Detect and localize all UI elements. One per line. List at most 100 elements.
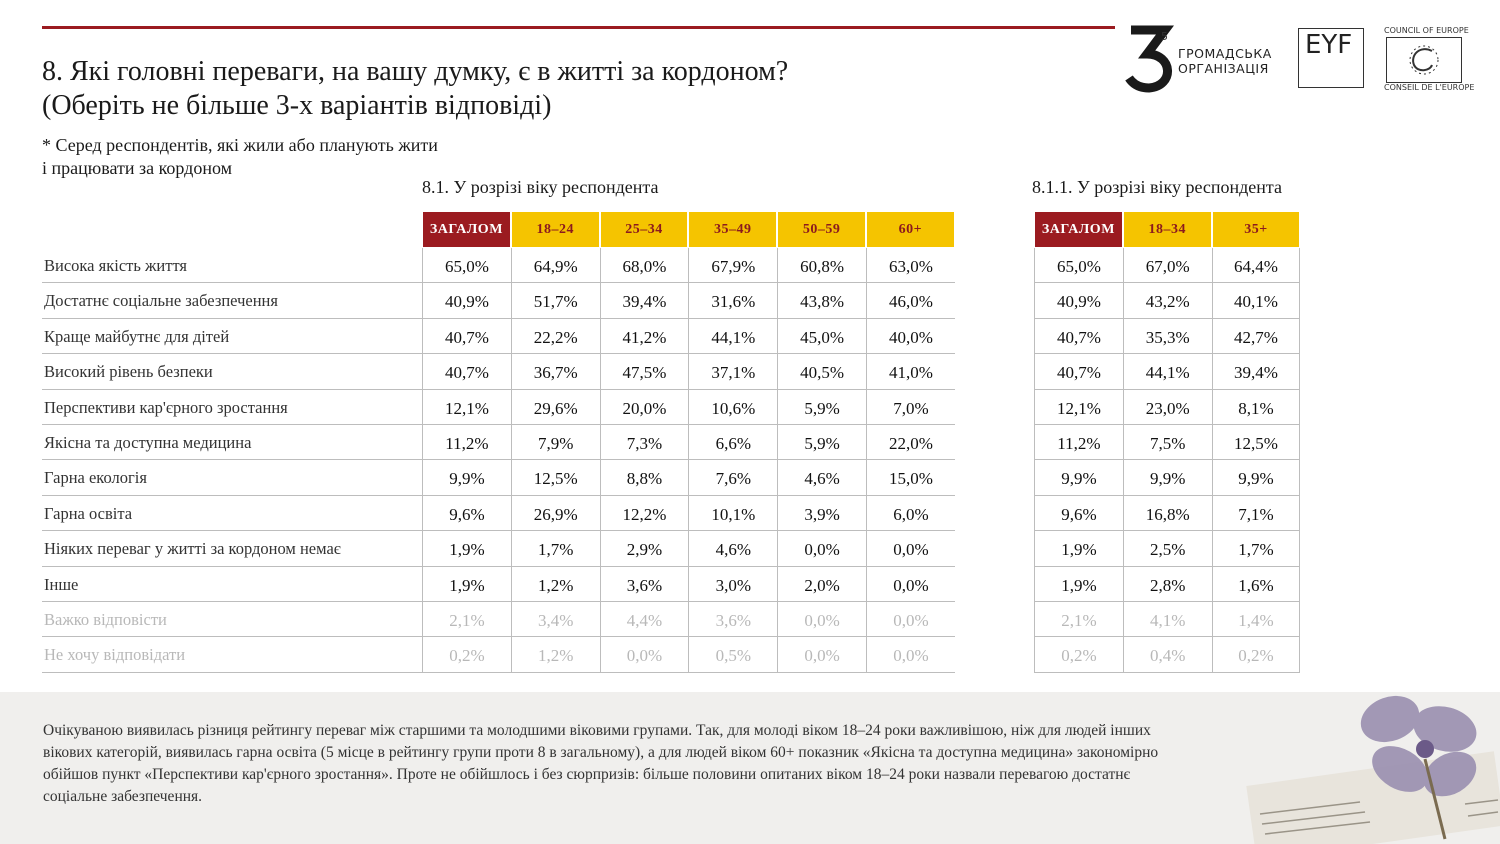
- value-cell: 22,0%: [866, 425, 955, 461]
- value-cell: 12,5%: [510, 460, 600, 496]
- value-cell: 7,1%: [1211, 495, 1301, 532]
- value-cell: 0,2%: [422, 637, 511, 673]
- column-header: ЗАГАЛОМ: [1035, 212, 1122, 247]
- row-label: Висока якість життя: [42, 248, 422, 284]
- row-label: Інше: [42, 567, 422, 602]
- row-label: Ніяких переваг у житті за кордоном немає: [42, 531, 422, 567]
- value-cell: 4,1%: [1122, 602, 1212, 638]
- value-cell: 7,3%: [599, 425, 689, 461]
- value-cell: 46,0%: [866, 283, 955, 319]
- value-cell: 64,4%: [1211, 248, 1301, 284]
- value-cell: 8,8%: [599, 460, 689, 496]
- note-line: * Серед респондентів, які жили або плану…: [42, 135, 438, 155]
- row-label: Важко відповісти: [42, 602, 422, 638]
- value-cell: 29,6%: [510, 389, 600, 425]
- value-cell: 37,1%: [688, 354, 778, 390]
- value-cell: 47,5%: [599, 354, 689, 390]
- logo-35: [1125, 25, 1174, 93]
- logo-coe-emblem: [1409, 45, 1439, 75]
- value-cell: 10,6%: [688, 389, 778, 425]
- value-cell: 16,8%: [1122, 495, 1212, 532]
- row-label: Не хочу відповідати: [42, 637, 422, 673]
- column-header: 18–24: [511, 212, 599, 247]
- value-cell: 40,9%: [1034, 283, 1123, 319]
- value-cell: 39,4%: [1211, 354, 1301, 390]
- value-cell: 0,2%: [1211, 637, 1301, 673]
- value-cell: 39,4%: [599, 283, 689, 319]
- column-header: 60+: [867, 212, 954, 247]
- value-cell: 4,4%: [599, 602, 689, 638]
- value-cell: 2,8%: [1122, 566, 1212, 602]
- value-cell: 1,7%: [510, 531, 600, 567]
- value-cell: 0,0%: [866, 637, 955, 673]
- logo-eyf-box: [1298, 28, 1364, 88]
- value-cell: 9,6%: [1034, 495, 1123, 532]
- value-cell: 6,6%: [688, 425, 778, 461]
- value-cell: 9,9%: [1211, 460, 1301, 496]
- value-cell: 40,0%: [866, 318, 955, 355]
- value-cell: 7,0%: [866, 389, 955, 425]
- column-header: ЗАГАЛОМ: [423, 212, 510, 247]
- value-cell: 6,0%: [866, 495, 955, 532]
- column-header: 25–34: [600, 212, 688, 247]
- value-cell: 12,5%: [1211, 425, 1301, 461]
- value-cell: 1,9%: [422, 566, 511, 602]
- footer-line: Очікуваною виявилась різниця рейтингу пе…: [43, 722, 1151, 739]
- column-header: 35+: [1212, 212, 1300, 247]
- value-cell: 35,3%: [1122, 318, 1212, 355]
- value-cell: 26,9%: [510, 495, 600, 532]
- value-cell: 36,7%: [510, 354, 600, 390]
- value-cell: 1,2%: [510, 637, 600, 673]
- value-cell: 1,9%: [422, 531, 511, 567]
- row-label: Гарна екологія: [42, 460, 422, 496]
- row-label: Високий рівень безпеки: [42, 354, 422, 390]
- value-cell: 44,1%: [1122, 354, 1212, 390]
- value-cell: 3,4%: [510, 602, 600, 638]
- value-cell: 41,2%: [599, 318, 689, 355]
- value-cell: 0,0%: [866, 531, 955, 567]
- footer-line: вікових категорій, виявилась гарна освіт…: [43, 744, 1159, 761]
- top-rule: [42, 26, 1115, 29]
- value-cell: 11,2%: [422, 425, 511, 461]
- flower-decoration: [1246, 695, 1500, 844]
- value-cell: 12,1%: [422, 389, 511, 425]
- value-cell: 12,1%: [1034, 389, 1123, 425]
- value-cell: 60,8%: [777, 248, 866, 284]
- value-cell: 0,4%: [1122, 637, 1212, 673]
- value-cell: 63,0%: [866, 248, 955, 284]
- footer-line: обійшов пункт «Перспективи кар'єрного зр…: [43, 766, 1131, 783]
- value-cell: 2,1%: [1034, 602, 1123, 638]
- title-line: (Оберіть не більше 3-х варіантів відпові…: [42, 90, 552, 121]
- value-cell: 43,2%: [1122, 283, 1212, 319]
- title-line: 8. Які головні переваги, на вашу думку, …: [42, 56, 789, 87]
- value-cell: 41,0%: [866, 354, 955, 390]
- value-cell: 12,2%: [599, 495, 689, 532]
- table-title: 8.1.1. У розрізі віку респондента: [1032, 177, 1283, 197]
- value-cell: 7,6%: [688, 460, 778, 496]
- value-cell: 1,6%: [1211, 566, 1301, 602]
- value-cell: 3,6%: [688, 602, 778, 638]
- note-line: і працювати за кордоном: [42, 158, 233, 178]
- value-cell: 9,9%: [422, 460, 511, 496]
- footer-line: соціальне забезпечення.: [43, 788, 203, 805]
- footer-band: [0, 692, 1500, 844]
- value-cell: 2,0%: [777, 566, 866, 602]
- value-cell: 44,1%: [688, 318, 778, 355]
- value-cell: 5,9%: [777, 425, 866, 461]
- row-label: Перспективи кар'єрного зростання: [42, 390, 422, 425]
- value-cell: 40,7%: [422, 318, 511, 355]
- value-cell: 40,7%: [422, 354, 511, 390]
- value-cell: 40,5%: [777, 354, 866, 390]
- value-cell: 0,0%: [777, 602, 866, 638]
- value-cell: 0,0%: [866, 566, 955, 602]
- value-cell: 1,4%: [1211, 602, 1301, 638]
- table-title: 8.1. У розрізі віку респондента: [422, 177, 659, 197]
- logo-coe-bottom: CONSEIL DE L'EUROPE: [1384, 83, 1475, 92]
- value-cell: 68,0%: [599, 248, 689, 284]
- value-cell: 2,5%: [1122, 531, 1212, 567]
- row-label: Якісна та доступна медицина: [42, 425, 422, 461]
- value-cell: 67,9%: [688, 248, 778, 284]
- value-cell: 7,9%: [510, 425, 600, 461]
- value-cell: 23,0%: [1122, 389, 1212, 425]
